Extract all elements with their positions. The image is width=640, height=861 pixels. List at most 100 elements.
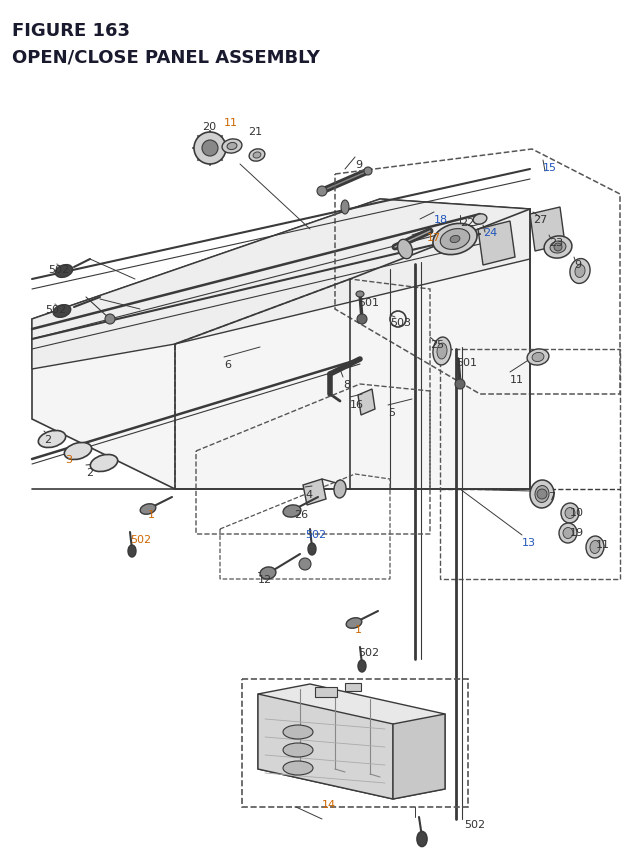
Text: 13: 13 <box>522 537 536 548</box>
Circle shape <box>299 558 311 570</box>
Text: 11: 11 <box>596 539 610 549</box>
Ellipse shape <box>38 431 66 448</box>
Ellipse shape <box>575 265 585 278</box>
Ellipse shape <box>55 265 73 278</box>
Text: 15: 15 <box>543 163 557 173</box>
Text: 502: 502 <box>45 305 66 314</box>
Ellipse shape <box>433 338 451 366</box>
Circle shape <box>202 141 218 157</box>
Ellipse shape <box>570 259 590 284</box>
Circle shape <box>105 314 115 325</box>
Bar <box>345 684 361 691</box>
Circle shape <box>455 380 465 389</box>
Text: 502: 502 <box>358 647 379 657</box>
Circle shape <box>357 314 367 325</box>
Ellipse shape <box>437 344 447 360</box>
Ellipse shape <box>586 536 604 558</box>
Ellipse shape <box>140 505 156 515</box>
Text: 4: 4 <box>305 489 312 499</box>
Ellipse shape <box>535 486 549 503</box>
Ellipse shape <box>346 618 362 629</box>
Ellipse shape <box>222 139 242 154</box>
Text: 16: 16 <box>350 400 364 410</box>
Polygon shape <box>303 480 326 505</box>
Text: 1: 1 <box>355 624 362 635</box>
Ellipse shape <box>433 224 477 256</box>
Circle shape <box>554 244 562 251</box>
Text: 7: 7 <box>548 492 555 501</box>
Polygon shape <box>358 389 375 416</box>
Polygon shape <box>258 694 393 799</box>
Ellipse shape <box>260 567 276 579</box>
Ellipse shape <box>532 353 544 362</box>
Ellipse shape <box>544 237 572 259</box>
Text: 5: 5 <box>388 407 395 418</box>
Text: FIGURE 163: FIGURE 163 <box>12 22 130 40</box>
Ellipse shape <box>53 306 71 318</box>
Text: 1: 1 <box>148 510 155 519</box>
Ellipse shape <box>358 660 366 672</box>
Ellipse shape <box>397 240 412 259</box>
Text: 502: 502 <box>464 819 485 829</box>
Text: 23: 23 <box>549 238 563 248</box>
Ellipse shape <box>341 201 349 214</box>
Text: 9: 9 <box>355 160 362 170</box>
Polygon shape <box>530 208 565 251</box>
Text: 502: 502 <box>48 264 69 275</box>
Text: 9: 9 <box>574 260 581 269</box>
Text: 22: 22 <box>460 218 474 228</box>
Bar <box>315 687 337 697</box>
Text: 8: 8 <box>343 380 350 389</box>
Ellipse shape <box>90 455 118 472</box>
Text: 6: 6 <box>224 360 231 369</box>
Ellipse shape <box>283 761 313 775</box>
Text: 18: 18 <box>434 214 448 225</box>
Ellipse shape <box>530 480 554 508</box>
Text: 11: 11 <box>510 375 524 385</box>
Ellipse shape <box>559 523 577 543</box>
Text: 502: 502 <box>130 535 151 544</box>
Polygon shape <box>258 684 445 799</box>
Ellipse shape <box>64 443 92 460</box>
Circle shape <box>364 168 372 176</box>
Text: 3: 3 <box>65 455 72 464</box>
Ellipse shape <box>128 545 136 557</box>
Text: 2: 2 <box>86 468 93 478</box>
Polygon shape <box>32 200 530 369</box>
Text: 17: 17 <box>427 232 441 243</box>
Ellipse shape <box>565 508 575 519</box>
Ellipse shape <box>253 152 261 159</box>
Ellipse shape <box>550 242 566 254</box>
Ellipse shape <box>440 229 470 250</box>
Polygon shape <box>32 200 530 489</box>
Text: 21: 21 <box>248 127 262 137</box>
Text: 19: 19 <box>570 528 584 537</box>
Text: 501: 501 <box>456 357 477 368</box>
Text: 25: 25 <box>430 339 444 350</box>
Ellipse shape <box>473 214 487 225</box>
Text: 26: 26 <box>294 510 308 519</box>
Ellipse shape <box>283 725 313 739</box>
Text: 2: 2 <box>44 435 51 444</box>
Ellipse shape <box>283 743 313 757</box>
Ellipse shape <box>334 480 346 499</box>
Ellipse shape <box>283 505 301 517</box>
Ellipse shape <box>356 292 364 298</box>
Ellipse shape <box>249 150 265 162</box>
Circle shape <box>537 489 547 499</box>
Polygon shape <box>478 222 515 266</box>
Ellipse shape <box>561 504 579 523</box>
Polygon shape <box>393 714 445 799</box>
Circle shape <box>317 187 327 197</box>
Text: 24: 24 <box>483 228 497 238</box>
Ellipse shape <box>450 236 460 244</box>
Text: 12: 12 <box>258 574 272 585</box>
Ellipse shape <box>527 350 549 366</box>
Text: 503: 503 <box>390 318 411 328</box>
Text: 501: 501 <box>358 298 379 307</box>
Text: 20: 20 <box>202 122 216 132</box>
Text: 14: 14 <box>322 799 336 809</box>
Text: 27: 27 <box>533 214 547 225</box>
Text: 502: 502 <box>305 530 326 539</box>
Ellipse shape <box>308 543 316 555</box>
